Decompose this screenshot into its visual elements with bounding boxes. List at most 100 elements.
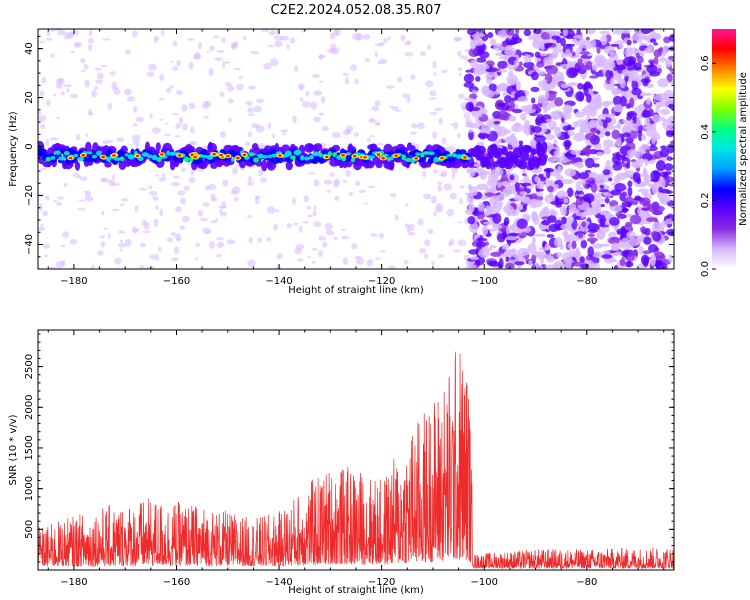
- spectrogram-blob: [623, 90, 634, 99]
- spectrogram-blob: [476, 48, 485, 55]
- spectrogram-xtick-label: −120: [368, 276, 395, 287]
- spectrogram-blob: [626, 39, 632, 46]
- spectrogram-blob: [592, 243, 603, 249]
- spectrogram-blob: [219, 91, 225, 97]
- spectrogram-blob: [654, 107, 660, 113]
- spectrogram-blob: [634, 195, 642, 201]
- spectrogram-blob: [506, 74, 518, 84]
- spectrogram-blob: [550, 200, 563, 206]
- spectrogram-blob: [530, 86, 540, 92]
- spectrogram-blob: [480, 108, 488, 114]
- spectrogram-blob: [203, 146, 208, 150]
- spectrogram-ytick-label: 40: [24, 42, 35, 55]
- spectrogram-blob: [50, 266, 57, 269]
- spectrogram-blob: [248, 175, 252, 182]
- spectrogram-blob: [660, 145, 667, 150]
- spectrogram-blob: [520, 179, 532, 183]
- spectrogram-blob: [45, 99, 51, 106]
- spectrogram-blob: [575, 212, 587, 217]
- spectrogram-blob: [334, 195, 340, 202]
- spectrogram-blob: [586, 121, 598, 127]
- spectrogram-blob: [119, 203, 125, 206]
- spectrogram-blob: [457, 239, 467, 247]
- spectrogram-blob: [226, 239, 236, 245]
- spectrogram-blob: [367, 155, 375, 159]
- spectrogram-blob: [669, 68, 674, 72]
- spectrogram-blob: [595, 151, 604, 156]
- spectrogram-blob: [473, 163, 481, 168]
- spectrogram-blob: [290, 155, 296, 160]
- spectrogram-blob: [174, 135, 181, 138]
- spectrogram-blob: [515, 228, 525, 233]
- spectrogram-blob: [358, 189, 367, 193]
- spectrogram-blob: [414, 157, 419, 160]
- spectrogram-blob: [49, 137, 59, 141]
- spectrogram-blob: [135, 154, 140, 158]
- spectrogram-blob: [148, 63, 157, 71]
- spectrogram-blob: [516, 218, 528, 229]
- spectrogram-blob: [546, 255, 556, 263]
- spectrogram-blob: [344, 77, 349, 85]
- spectrogram-blob: [80, 58, 86, 64]
- spectrogram-blob: [547, 120, 557, 129]
- spectrogram-blob: [580, 239, 588, 249]
- spectrogram-blob: [501, 243, 510, 250]
- spectrogram-blob: [490, 169, 499, 179]
- spectrogram-blob: [149, 254, 157, 260]
- spectrogram-blob: [554, 237, 563, 248]
- spectrogram-blob: [488, 83, 497, 92]
- spectrogram-blob: [73, 153, 79, 158]
- spectrogram-blob: [646, 97, 651, 105]
- spectrogram-blob: [124, 239, 132, 247]
- spectrogram-blob: [553, 260, 564, 269]
- spectrogram-blob: [107, 102, 113, 110]
- spectrogram-blob: [88, 29, 93, 37]
- spectrogram-blob: [665, 218, 674, 225]
- spectrogram-blob: [560, 212, 566, 216]
- spectrogram-blob: [602, 139, 614, 148]
- spectrogram-blob: [142, 230, 152, 234]
- spectrogram-blob: [169, 85, 174, 89]
- spectrogram-blob: [312, 74, 320, 79]
- spectrogram-blob: [578, 172, 590, 180]
- spectrogram-blob: [504, 95, 512, 104]
- spectrogram-blob: [193, 156, 197, 159]
- spectrogram-blob: [277, 157, 284, 164]
- spectrogram-blob: [213, 35, 220, 39]
- spectrogram-blob: [498, 264, 503, 268]
- spectrogram-blob: [458, 149, 467, 155]
- spectrogram-blob: [433, 211, 437, 217]
- spectrogram-blob: [202, 202, 210, 207]
- spectrogram-blob: [375, 257, 381, 261]
- spectrogram-blob: [318, 152, 323, 158]
- spectrogram-blob: [161, 172, 166, 179]
- spectrogram-blob: [637, 188, 650, 193]
- spectrogram-blob: [614, 183, 626, 192]
- spectrogram-blob: [662, 44, 669, 55]
- spectrogram-blob: [532, 41, 545, 49]
- spectrogram-blob: [177, 190, 186, 196]
- spectrogram-blob: [573, 132, 585, 142]
- spectrogram-blob: [386, 85, 395, 89]
- spectrogram-blob: [440, 69, 448, 74]
- spectrogram-blob: [63, 84, 72, 88]
- spectrogram-blob: [539, 224, 547, 231]
- spectrogram-blob: [652, 114, 661, 124]
- spectrogram-blob: [154, 174, 160, 177]
- spectrogram-blob: [459, 198, 463, 205]
- spectrogram-blob: [306, 256, 311, 259]
- spectrogram-blob: [258, 143, 266, 151]
- spectrogram-blob: [457, 93, 465, 99]
- spectrogram-blob: [504, 129, 512, 134]
- spectrogram-blob: [471, 89, 478, 95]
- spectrogram-blob: [538, 247, 550, 251]
- spectrogram-blob: [324, 222, 333, 231]
- spectrogram-blob: [555, 175, 564, 181]
- spectrogram-blob: [158, 97, 165, 101]
- spectrogram-blob: [379, 41, 385, 46]
- spectrogram-blob: [562, 29, 568, 37]
- spectrogram-blob: [313, 204, 317, 212]
- spectrogram-blob: [466, 29, 476, 35]
- spectrogram-blob: [80, 69, 86, 72]
- spectrogram-blob: [589, 75, 599, 79]
